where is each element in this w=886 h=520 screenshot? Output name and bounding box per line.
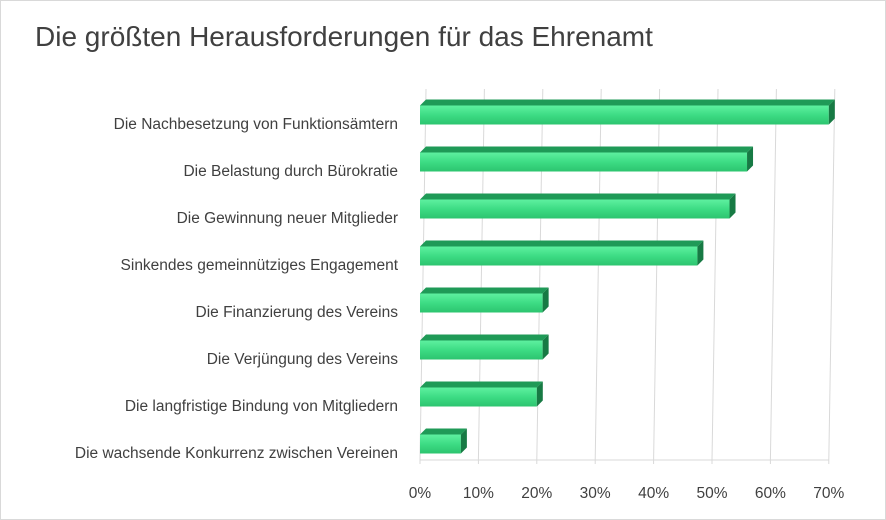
bar-front	[420, 293, 543, 313]
chart-title: Die größten Herausforderungen für das Eh…	[35, 21, 653, 52]
x-tick-label: 0%	[409, 485, 432, 502]
x-tick-label: 40%	[638, 485, 669, 502]
category-label: Die Verjüngung des Vereins	[207, 351, 399, 368]
bar-top	[420, 146, 754, 153]
bar-front	[420, 434, 461, 454]
bar-top	[420, 381, 543, 388]
bar-side	[536, 381, 543, 407]
gridline	[711, 88, 719, 461]
bar	[420, 334, 549, 360]
bar-side	[828, 99, 835, 125]
bar-side	[542, 334, 549, 360]
bar-side	[729, 193, 736, 219]
bar-front	[420, 246, 698, 266]
bar-top	[420, 334, 549, 341]
bar-front	[420, 152, 748, 172]
gridline	[594, 88, 602, 461]
bar	[420, 287, 549, 313]
bar-front	[420, 199, 730, 219]
bar-side	[697, 240, 704, 266]
bar-front	[420, 105, 829, 125]
category-label: Die wachsende Konkurrenz zwischen Verein…	[75, 445, 398, 462]
x-tick-label: 10%	[463, 485, 494, 502]
bar-top	[420, 240, 704, 247]
bar	[420, 240, 704, 266]
x-tick-label: 70%	[813, 485, 844, 502]
bar-side	[747, 146, 754, 172]
x-tick-label: 50%	[696, 485, 727, 502]
category-label: Die Nachbesetzung von Funktionsämtern	[114, 116, 398, 133]
bar-side	[460, 428, 467, 454]
category-label: Die langfristige Bindung von Mitgliedern	[125, 398, 398, 415]
gridline	[653, 88, 661, 461]
category-label: Die Belastung durch Bürokratie	[183, 163, 398, 180]
bar	[420, 146, 754, 172]
bar-top	[420, 99, 835, 106]
x-tick-label: 60%	[755, 485, 786, 502]
bar	[420, 99, 835, 125]
bar-side	[542, 287, 549, 313]
bar-top	[420, 428, 467, 435]
bar-front	[420, 340, 543, 360]
bar	[420, 381, 543, 407]
category-label: Die Finanzierung des Vereins	[196, 304, 399, 321]
x-tick-label: 30%	[580, 485, 611, 502]
bar-top	[420, 287, 549, 294]
gridline	[828, 88, 836, 461]
category-label: Sinkendes gemeinnütziges Engagement	[121, 257, 399, 274]
x-tick-label: 20%	[521, 485, 552, 502]
bar	[420, 428, 467, 454]
bar-front	[420, 387, 537, 407]
bar	[420, 193, 736, 219]
gridline	[769, 88, 777, 461]
category-label: Die Gewinnung neuer Mitglieder	[177, 210, 398, 227]
bar-top	[420, 193, 736, 200]
